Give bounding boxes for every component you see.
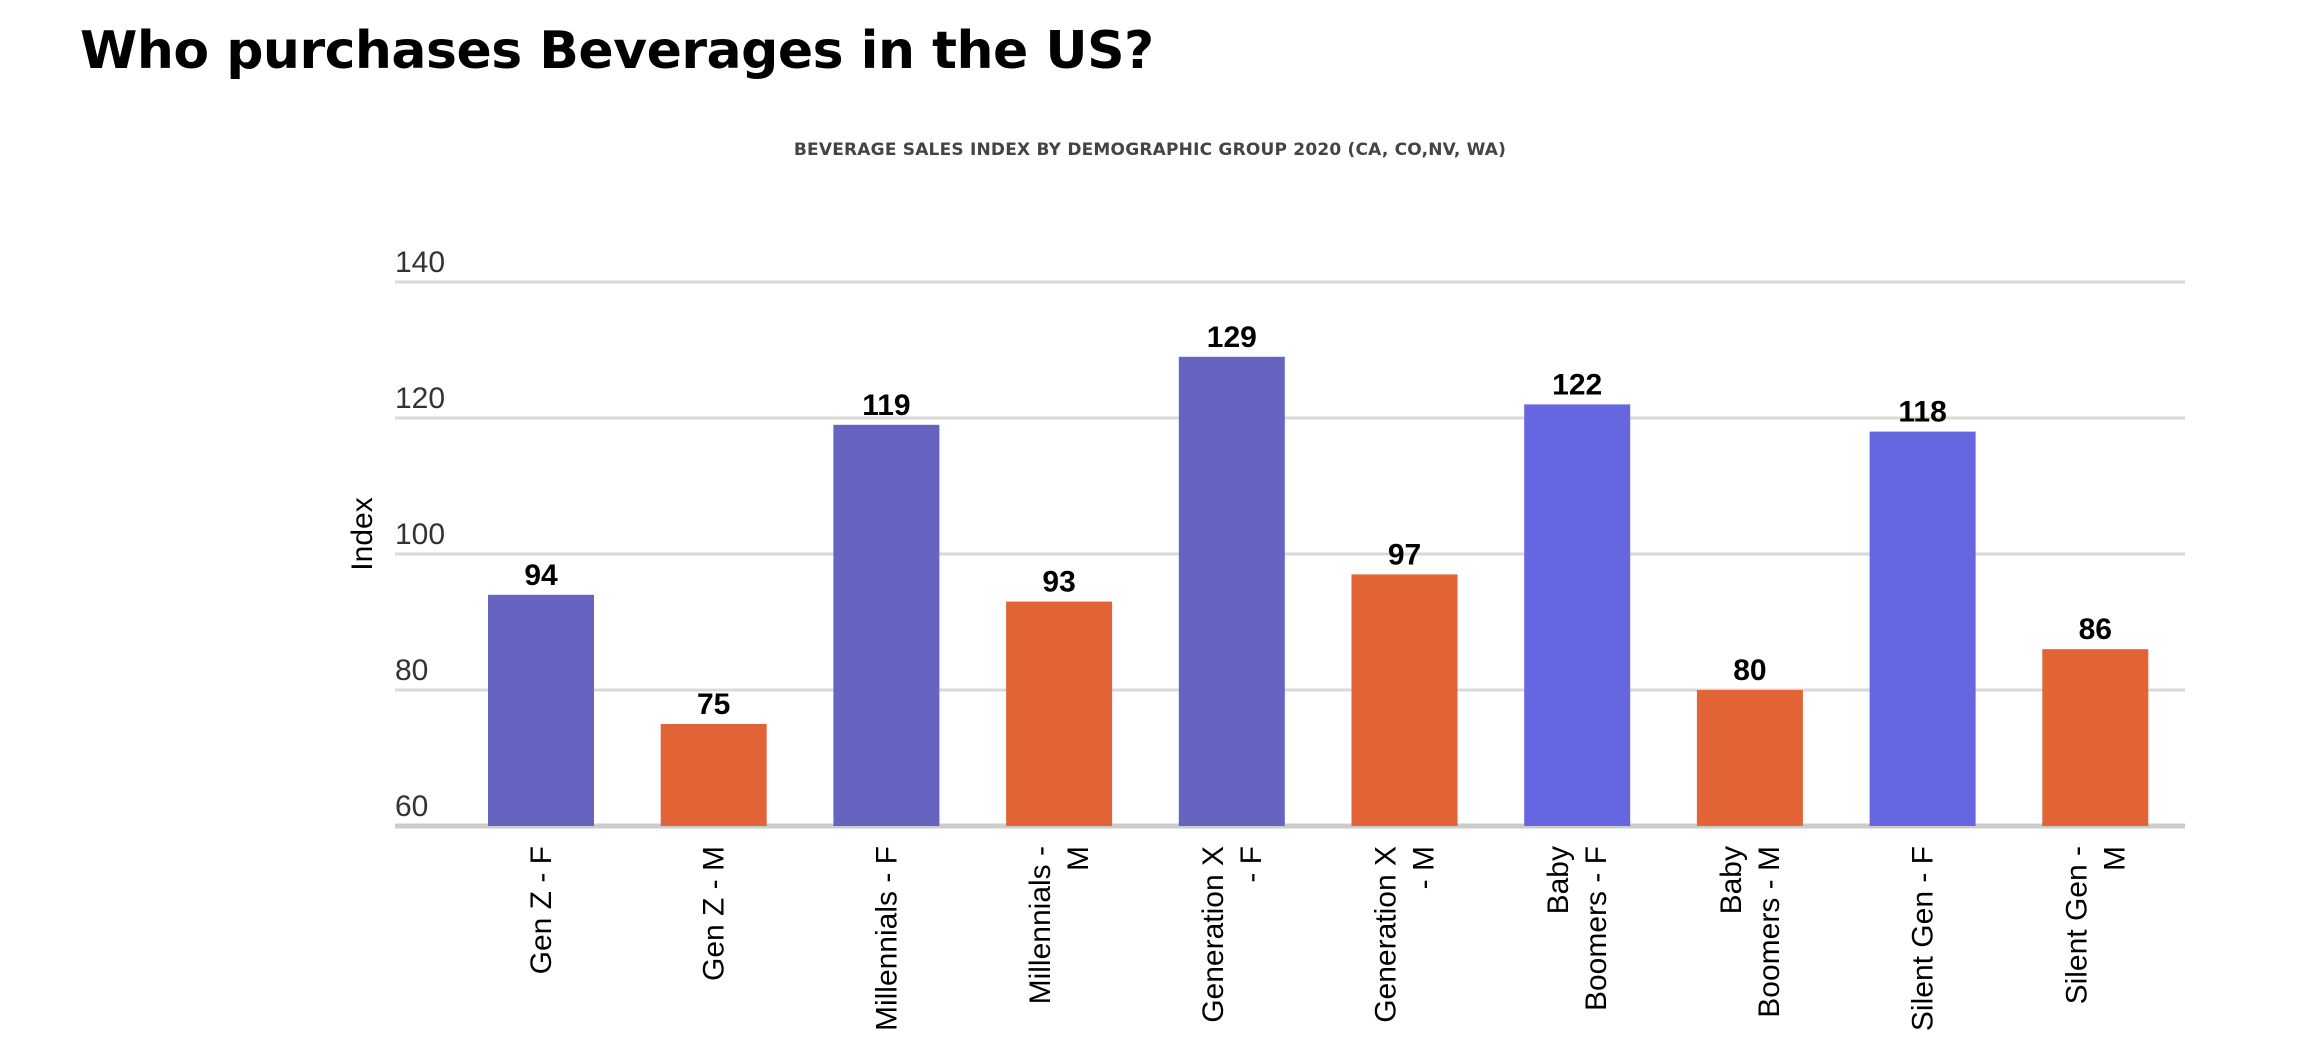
x-category-label-line: - M (1408, 846, 1441, 889)
bar (1006, 601, 1113, 826)
x-axis-categories: Gen Z - F Gen Z - M Millennials - F Millenn… (525, 846, 2131, 1031)
bar (833, 424, 940, 826)
x-category-label-line: M (2098, 846, 2131, 871)
x-category-label-line: Baby (1542, 846, 1575, 914)
bar (488, 594, 594, 826)
x-category-label-line: Gen Z - F (525, 846, 558, 974)
bar (1178, 356, 1285, 826)
bar-value-label: 86 (2079, 613, 2112, 646)
bar-value-label: 97 (1388, 538, 1421, 571)
x-category-label-line: Baby (1715, 846, 1748, 914)
y-axis-ticks: 60 80 100 120 140 (395, 246, 445, 823)
y-tick-label: 60 (395, 790, 428, 823)
x-category-label-line: Millennials - F (870, 846, 903, 1031)
x-category-label-line: Boomers - M (1753, 846, 1786, 1018)
bar (2042, 649, 2149, 826)
x-category-label: Silent Gen - F (1907, 846, 1940, 1031)
x-category-label-line: - F (1235, 846, 1268, 883)
bar-value-label: 118 (1898, 396, 1946, 429)
x-category-label-line: Generation X (1197, 846, 1230, 1023)
bar (1524, 404, 1631, 826)
bar (1869, 431, 1976, 826)
x-category-label-line: Silent Gen - F (1907, 846, 1940, 1031)
bar-value-label: 94 (524, 559, 558, 592)
x-category-label: Generation X- F (1197, 846, 1268, 1023)
chart-title: BEVERAGE SALES INDEX BY DEMOGRAPHIC GROU… (793, 140, 1507, 160)
y-tick-label: 120 (395, 382, 445, 415)
bar-value-label: 75 (697, 688, 730, 721)
bar-value-label: 80 (1733, 654, 1766, 687)
y-tick-label: 80 (395, 654, 428, 687)
x-category-label: Generation X- M (1370, 846, 1441, 1023)
bar (660, 724, 767, 826)
bar-value-label: 119 (862, 389, 910, 422)
y-tick-label: 100 (395, 518, 445, 551)
page-heading: Who purchases Beverages in the US? (80, 21, 1154, 81)
bar-value-label: 122 (1552, 368, 1602, 401)
bar-value-label: 93 (1042, 566, 1075, 599)
x-category-label: Millennials -M (1024, 846, 1095, 1004)
x-category-label-line: Gen Z - M (698, 846, 731, 981)
x-category-label-line: Silent Gen - (2060, 846, 2093, 1004)
bar-value-label: 129 (1207, 321, 1257, 354)
x-category-label-line: Millennials - (1024, 846, 1057, 1004)
bars (488, 356, 2149, 826)
x-category-label: Millennials - F (870, 846, 903, 1031)
y-axis-label: Index (346, 497, 379, 570)
x-category-label-line: M (1062, 846, 1095, 871)
x-category-label: Silent Gen -M (2060, 846, 2131, 1004)
x-category-label: Baby Boomers - F (1542, 846, 1613, 1011)
x-category-label: Gen Z - M (698, 846, 731, 981)
y-tick-label: 140 (395, 246, 445, 279)
bar (1351, 574, 1458, 826)
bar (1696, 690, 1803, 826)
x-category-label-line: Boomers - F (1580, 846, 1613, 1011)
x-category-label-line: Generation X (1370, 846, 1403, 1023)
x-category-label: Gen Z - F (525, 846, 558, 974)
x-category-label: Baby Boomers - M (1715, 846, 1786, 1018)
data-labels: 94 75 119 93 129 97 122 80 118 86 (524, 321, 2112, 721)
